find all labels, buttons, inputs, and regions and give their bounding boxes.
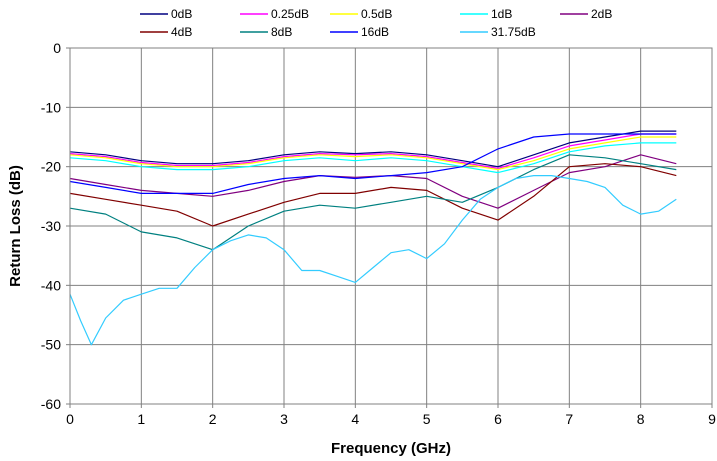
series-line bbox=[69, 163, 677, 227]
series-line bbox=[69, 175, 677, 346]
legend-label: 16dB bbox=[361, 25, 389, 39]
y-tick-label: -50 bbox=[41, 337, 61, 353]
x-tick-label: 5 bbox=[423, 411, 431, 427]
y-tick-label: -40 bbox=[41, 277, 61, 293]
legend-label: 0dB bbox=[171, 7, 192, 21]
legend: 0dB 0.25dB 0.5dB 1dB 2dB 4dB 8dB 16dB 31.75dB bbox=[140, 7, 612, 39]
series-line bbox=[69, 133, 677, 169]
x-tick-label: 9 bbox=[708, 411, 716, 427]
x-tick-label: 6 bbox=[494, 411, 502, 427]
legend-label: 8dB bbox=[271, 25, 292, 39]
legend-label: 2dB bbox=[591, 7, 612, 21]
legend-label: 0.5dB bbox=[361, 7, 392, 21]
y-tick-label: 0 bbox=[53, 40, 61, 56]
y-tick-label: -60 bbox=[41, 396, 61, 412]
legend-label: 31.75dB bbox=[491, 25, 536, 39]
x-tick-label: 0 bbox=[66, 411, 74, 427]
x-axis-ticks: 0 1 2 3 4 5 6 7 8 9 bbox=[66, 404, 716, 427]
y-axis-title: Return Loss (dB) bbox=[7, 165, 24, 287]
legend-label: 4dB bbox=[171, 25, 192, 39]
x-axis-title: Frequency (GHz) bbox=[331, 440, 451, 457]
series-lines bbox=[69, 130, 677, 346]
x-tick-label: 3 bbox=[280, 411, 288, 427]
y-tick-label: -30 bbox=[41, 218, 61, 234]
legend-label: 1dB bbox=[491, 7, 512, 21]
x-tick-label: 7 bbox=[565, 411, 573, 427]
gridlines bbox=[70, 48, 712, 404]
series-line bbox=[69, 136, 677, 171]
x-tick-label: 1 bbox=[137, 411, 145, 427]
x-tick-label: 2 bbox=[209, 411, 217, 427]
series-line bbox=[69, 154, 677, 251]
legend-label: 0.25dB bbox=[271, 7, 309, 21]
y-tick-label: -20 bbox=[41, 159, 61, 175]
series-line bbox=[69, 130, 677, 168]
y-tick-label: -10 bbox=[41, 99, 61, 115]
series-line bbox=[69, 133, 677, 194]
x-tick-label: 4 bbox=[351, 411, 359, 427]
series-line bbox=[69, 142, 677, 174]
x-tick-label: 8 bbox=[637, 411, 645, 427]
y-axis-ticks: 0 -10 -20 -30 -40 -50 -60 bbox=[41, 40, 70, 412]
